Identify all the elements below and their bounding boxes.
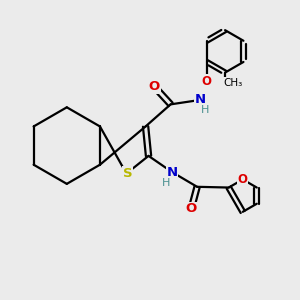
Text: N: N — [194, 93, 206, 106]
Text: O: O — [238, 173, 248, 186]
Text: O: O — [149, 80, 160, 93]
Text: H: H — [161, 178, 170, 188]
Text: O: O — [202, 75, 212, 88]
Text: CH₃: CH₃ — [223, 78, 242, 88]
Text: O: O — [186, 202, 197, 215]
Text: N: N — [167, 166, 178, 178]
Text: H: H — [201, 105, 209, 115]
Text: S: S — [123, 167, 133, 180]
